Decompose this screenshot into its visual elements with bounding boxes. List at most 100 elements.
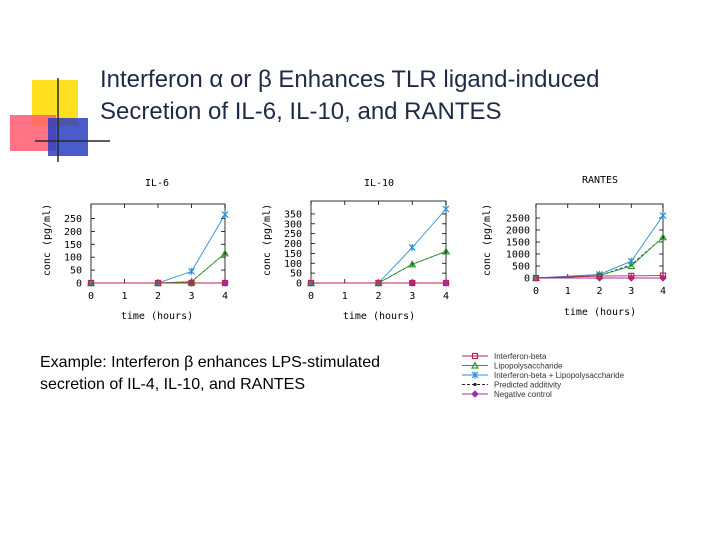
x-tick-label: 3 [409, 291, 415, 302]
series-interferon-beta [87, 279, 229, 287]
data-point [220, 249, 230, 257]
legend-label: Predicted additivity [494, 381, 561, 390]
series-line [91, 252, 226, 284]
y-axis-label: conc (pg/ml) [262, 204, 273, 276]
y-tick-label: 250 [284, 229, 302, 240]
series-line [311, 208, 447, 284]
x-tick-label: 0 [533, 286, 539, 297]
y-tick-label: 200 [284, 239, 302, 250]
series-interferon-beta [532, 272, 667, 282]
chart-panel-il-6: 0 1 2 3 4 250 200 150 100 50 0 IL-6 time (hours) conc… [42, 178, 230, 322]
y-tick-label: 350 [284, 209, 302, 220]
series-interferon-beta-lipopolysaccharide [532, 212, 667, 282]
legend-label: Negative control [494, 390, 552, 399]
series-line [91, 252, 226, 284]
x-tick-label: 3 [628, 286, 634, 297]
y-tick-label: 0 [296, 279, 302, 290]
caption-line-1: Example: Interferon β enhances LPS-stimu… [40, 354, 381, 371]
slide-title: Interferon α or β Enhances TLR ligand-in… [100, 64, 700, 128]
x-tick-label: 3 [188, 291, 194, 302]
data-point [408, 260, 417, 268]
x-tick-label: 2 [375, 291, 381, 302]
legend-item: Interferon-beta [462, 352, 547, 361]
x-axis-label: time (hours) [343, 311, 415, 322]
y-tick-label: 2500 [506, 214, 530, 225]
data-point [442, 205, 450, 213]
x-tick-label: 4 [222, 291, 228, 302]
series-interferon-beta [307, 279, 450, 287]
legend-label: Lipopolysaccharide [494, 362, 563, 371]
y-tick-label: 50 [290, 269, 302, 280]
series-line [535, 275, 664, 279]
chart-title: IL-6 [145, 178, 169, 189]
y-tick-label: 200 [64, 227, 82, 238]
blue-square [48, 118, 88, 156]
data-point [596, 272, 603, 280]
data-point [221, 211, 229, 219]
slide-caption: Example: Interferon β enhances LPS-stimu… [40, 352, 440, 396]
series-line [311, 250, 447, 284]
data-point [408, 243, 416, 251]
y-tick-label: 150 [64, 240, 82, 251]
legend-item: Lipopolysaccharide [462, 361, 563, 371]
y-tick-label: 100 [284, 259, 302, 270]
y-tick-label: 500 [512, 262, 530, 273]
decorative-squares [10, 78, 110, 162]
y-tick-label: 150 [284, 249, 302, 260]
x-tick-label: 4 [443, 291, 449, 302]
data-point [409, 279, 416, 287]
chart-title: RANTES [582, 175, 618, 186]
series-line [311, 250, 447, 284]
data-point [87, 279, 95, 287]
caption-line-2: secretion of IL-4, IL-10, and RANTES [40, 376, 306, 393]
data-point [154, 279, 162, 287]
y-tick-label: 1000 [506, 250, 530, 261]
x-axis-label: time (hours) [121, 311, 193, 322]
data-point [187, 277, 196, 285]
legend-item: Interferon-beta + Lipopolysaccharide [462, 371, 625, 380]
y-tick-label: 1500 [506, 238, 530, 249]
x-tick-label: 1 [121, 291, 127, 302]
legend-marker [471, 371, 479, 379]
x-tick-label: 2 [596, 286, 602, 297]
series-line [91, 214, 226, 284]
data-point [188, 279, 195, 287]
data-point [627, 261, 636, 270]
data-point [659, 272, 667, 279]
legend-marker [471, 352, 479, 360]
data-point [532, 274, 540, 282]
data-point [442, 279, 450, 287]
legend-marker [471, 390, 479, 398]
data-point [441, 247, 451, 255]
x-axis-label: time (hours) [564, 307, 636, 318]
y-tick-label: 250 [64, 214, 82, 225]
plot-frame [310, 200, 447, 284]
plot-frame [535, 203, 664, 279]
data-point [221, 279, 229, 287]
data-point [375, 279, 382, 287]
title-line-2: Secretion of IL-6, IL-10, and RANTES [100, 98, 502, 125]
y-tick-label: 300 [284, 219, 302, 230]
x-tick-label: 0 [88, 291, 94, 302]
chart-title: IL-10 [364, 178, 394, 189]
y-tick-label: 50 [70, 266, 82, 277]
series-line [535, 215, 664, 279]
legend: Interferon-betaLipopolysaccharideInterfe… [462, 352, 625, 399]
legend-label: Interferon-beta [494, 352, 547, 361]
legend-marker [470, 361, 480, 369]
title-line-1: Interferon α or β Enhances TLR ligand-in… [100, 66, 600, 93]
data-point [658, 232, 668, 241]
y-tick-label: 2000 [506, 226, 530, 237]
x-tick-label: 1 [342, 291, 348, 302]
legend-item: Predicted additivity [462, 381, 561, 390]
x-tick-label: 1 [565, 286, 571, 297]
x-tick-label: 4 [660, 286, 666, 297]
series-interferon-beta-lipopolysaccharide [307, 205, 450, 287]
legend-marker [473, 382, 477, 387]
legend-item: Negative control [462, 390, 552, 399]
x-tick-label: 0 [308, 291, 314, 302]
legend-label: Interferon-beta + Lipopolysaccharide [494, 371, 625, 380]
y-tick-label: 0 [76, 279, 82, 290]
